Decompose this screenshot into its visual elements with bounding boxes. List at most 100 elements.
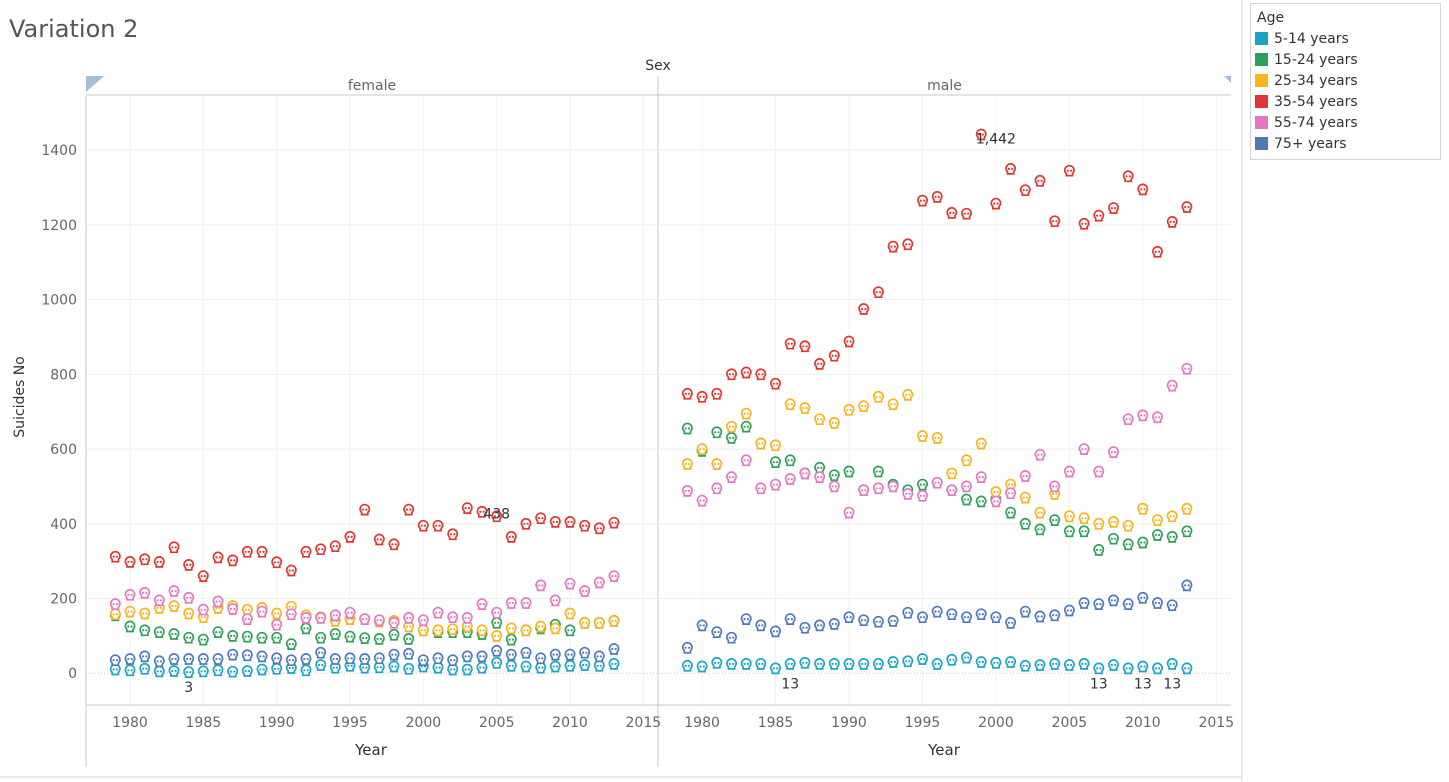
skull-shape	[1019, 184, 1031, 197]
skull-eye	[218, 657, 221, 661]
skull-shape	[858, 400, 870, 412]
data-point	[755, 482, 767, 495]
skull-eye	[321, 636, 324, 639]
skull-eye	[215, 600, 218, 603]
skull-shape	[564, 516, 576, 528]
data-point	[740, 407, 752, 420]
skull-eye	[277, 657, 280, 660]
skull-shape	[608, 570, 620, 582]
legend-item[interactable]: 75+ years	[1251, 133, 1440, 154]
skull-shape	[212, 626, 224, 638]
skull-eye	[449, 659, 453, 662]
skull-shape	[696, 390, 708, 403]
skull-eye	[1040, 663, 1043, 667]
data-point	[1063, 465, 1075, 478]
skull-eye	[732, 476, 735, 479]
skull-shape	[241, 603, 253, 616]
skull-eye	[978, 133, 981, 136]
data-point	[1019, 470, 1031, 482]
skull-eye	[717, 462, 720, 466]
skull-eye	[347, 535, 350, 538]
legend-item[interactable]: 15-24 years	[1251, 49, 1440, 70]
skull-eye	[772, 483, 775, 486]
skull-eye	[449, 668, 453, 671]
skull-eye	[1110, 599, 1113, 602]
data-point	[902, 655, 914, 668]
data-point	[388, 538, 400, 551]
skull-eye	[1037, 528, 1040, 531]
header-corner-marker	[86, 76, 104, 92]
legend-item[interactable]: 5-14 years	[1251, 28, 1440, 49]
data-point	[858, 658, 870, 670]
skull-eye	[1187, 367, 1190, 370]
skull-eye	[141, 558, 145, 561]
skull-eye	[189, 671, 192, 674]
skull-eye	[1184, 530, 1187, 533]
skull-shape	[1093, 598, 1105, 610]
data-point	[770, 439, 781, 452]
skull-eye	[171, 657, 174, 661]
data-point	[1122, 519, 1134, 532]
skull-shape	[388, 616, 400, 629]
skull-eye	[831, 662, 834, 665]
data-point	[139, 587, 151, 599]
skull-eye	[277, 623, 280, 626]
skull-shape	[1122, 662, 1134, 675]
data-point	[564, 648, 576, 661]
skull-eye	[273, 561, 277, 564]
skull-eye	[1070, 515, 1073, 518]
skull-eye	[776, 483, 779, 486]
data-point	[858, 303, 870, 315]
skull-eye	[834, 662, 838, 665]
skull-shape	[520, 646, 532, 659]
skull-eye	[1169, 384, 1172, 387]
skull-eye	[1011, 167, 1014, 170]
skull-shape	[1137, 536, 1149, 549]
skull-eye	[981, 613, 984, 616]
data-point	[975, 495, 987, 508]
skull-eye	[552, 599, 555, 602]
skull-eye	[174, 657, 177, 661]
skull-eye	[1051, 492, 1055, 495]
legend-item[interactable]: 55-74 years	[1251, 112, 1440, 133]
skull-eye	[684, 392, 687, 395]
skull-shape	[579, 659, 591, 671]
data-point	[227, 603, 239, 615]
skull-eye	[273, 657, 277, 660]
legend-item[interactable]: 25-34 years	[1251, 70, 1440, 91]
skull-shape	[946, 467, 958, 480]
legend-item[interactable]: 35-54 years	[1251, 91, 1440, 112]
skull-shape	[1152, 245, 1163, 258]
skull-eye	[200, 608, 203, 611]
skull-eye	[218, 600, 221, 603]
skull-eye	[1110, 663, 1113, 667]
skull-eye	[816, 418, 819, 421]
skull-eye	[1037, 615, 1040, 618]
skull-eye	[805, 626, 808, 629]
skull-eye	[743, 412, 746, 415]
data-point	[1166, 379, 1178, 392]
x-tick-label: 2000	[406, 715, 442, 731]
data-point	[139, 650, 151, 663]
skull-eye	[611, 521, 614, 524]
skull-shape	[608, 658, 620, 670]
skull-shape	[917, 489, 928, 502]
skull-eye	[541, 625, 544, 628]
skull-shape	[608, 615, 620, 627]
skull-eye	[482, 629, 485, 632]
skull-eye	[1025, 522, 1029, 525]
skull-shape	[344, 606, 356, 619]
skull-eye	[1055, 614, 1058, 617]
skull-shape	[417, 614, 429, 627]
skull-shape	[505, 531, 517, 543]
skull-eye	[449, 616, 453, 619]
data-point	[183, 631, 195, 644]
skull-shape	[1108, 532, 1119, 545]
skull-eye	[908, 611, 911, 614]
skull-shape	[843, 658, 855, 670]
data-point	[1181, 362, 1193, 375]
skull-eye	[259, 636, 262, 639]
skull-eye	[453, 659, 456, 662]
skull-eye	[978, 476, 981, 479]
legend[interactable]: Age 5-14 years 15-24 years 25-34 years 35-5…	[1250, 3, 1441, 160]
